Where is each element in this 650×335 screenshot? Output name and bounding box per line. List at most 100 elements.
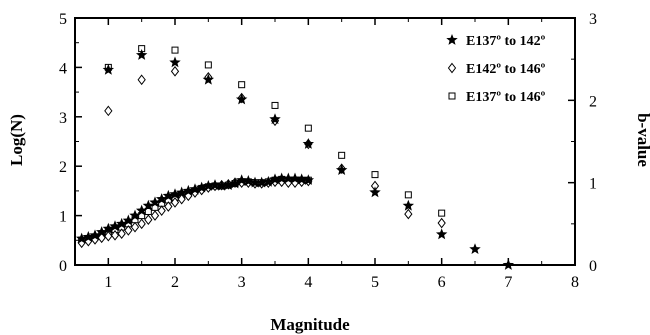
- data-point: [137, 218, 146, 230]
- data-point: [302, 174, 315, 186]
- data-point: [215, 179, 228, 191]
- x-tick-label: 7: [504, 274, 512, 291]
- y-tick-label: 1: [59, 209, 67, 226]
- data-point: [164, 201, 173, 212]
- legend-label: E142º to 146º: [466, 62, 546, 77]
- data-point: [137, 74, 146, 86]
- data-point: [162, 189, 175, 201]
- y-axis-title: Log(N): [7, 114, 26, 166]
- legend-marker: [446, 34, 458, 45]
- series-star-left: [102, 49, 515, 270]
- data-point: [502, 259, 515, 270]
- data-point: [130, 221, 140, 233]
- legend-marker: [447, 62, 457, 74]
- data-point: [177, 193, 186, 205]
- data-point: [204, 61, 212, 69]
- data-point: [235, 93, 248, 105]
- x-tick-label: 3: [238, 274, 246, 291]
- data-point: [269, 113, 281, 125]
- data-point: [335, 164, 348, 176]
- data-point: [275, 172, 288, 184]
- data-point: [129, 209, 141, 221]
- data-point: [175, 186, 188, 198]
- data-point: [169, 188, 181, 200]
- data-point: [202, 73, 215, 85]
- data-point: [155, 193, 168, 204]
- y-tick-label: 4: [59, 60, 67, 77]
- data-point: [238, 81, 246, 89]
- legend-label: E137º to 146º: [466, 90, 546, 105]
- data-point: [109, 220, 121, 232]
- data-point: [122, 214, 135, 226]
- y2-tick-label: 0: [589, 258, 597, 275]
- data-point: [435, 228, 448, 240]
- data-point: [104, 230, 113, 242]
- data-point: [150, 210, 160, 221]
- data-point: [369, 186, 381, 198]
- data-point: [195, 181, 208, 193]
- y2-tick-label: 2: [589, 93, 597, 110]
- data-point: [110, 230, 120, 241]
- data-point: [182, 184, 195, 196]
- data-point: [75, 232, 88, 244]
- data-point: [289, 172, 301, 184]
- x-tick-label: 5: [371, 274, 379, 291]
- y-tick-label: 2: [59, 159, 67, 176]
- data-point: [104, 105, 113, 117]
- data-point: [229, 177, 241, 189]
- data-point: [338, 151, 346, 159]
- data-point: [222, 179, 235, 190]
- data-point: [282, 172, 295, 184]
- x-tick-label: 4: [304, 274, 312, 291]
- data-point: [89, 229, 101, 241]
- y-tick-label: 0: [59, 258, 67, 275]
- y2-tick-label: 1: [589, 176, 597, 193]
- data-point: [169, 56, 181, 68]
- data-point: [95, 226, 108, 237]
- x-tick-label: 6: [438, 274, 446, 291]
- data-point: [295, 173, 308, 185]
- data-point: [102, 63, 115, 75]
- data-point: [115, 217, 128, 229]
- data-point: [438, 209, 446, 217]
- data-point: [302, 137, 315, 149]
- plot-frame: [74, 17, 576, 266]
- data-point: [402, 199, 415, 211]
- y-tick-label: 3: [59, 110, 67, 127]
- data-point: [262, 175, 275, 187]
- data-point: [135, 49, 148, 60]
- data-point: [157, 205, 166, 216]
- data-point: [269, 173, 281, 185]
- x-axis-title: Magnitude: [270, 315, 350, 334]
- data-point: [142, 199, 155, 211]
- data-point: [404, 208, 413, 220]
- data-point: [271, 101, 279, 109]
- data-point: [304, 124, 312, 132]
- data-point: [189, 183, 201, 195]
- data-point: [117, 228, 126, 240]
- data-point: [209, 179, 221, 190]
- series-square-left: [104, 45, 446, 217]
- data-point: [170, 66, 180, 77]
- x-tick-label: 1: [104, 274, 112, 291]
- data-point: [124, 225, 133, 236]
- data-point: [469, 243, 481, 255]
- y2-tick-label: 3: [589, 11, 597, 28]
- series-star-right: [75, 172, 315, 244]
- data-point: [102, 222, 115, 234]
- y2-axis-title: b-value: [634, 113, 650, 167]
- data-point: [82, 231, 95, 242]
- x-tick-label: 8: [571, 274, 579, 291]
- data-point: [170, 197, 180, 208]
- x-tick-label: 2: [171, 274, 179, 291]
- data-point: [242, 175, 255, 186]
- data-point: [437, 217, 446, 229]
- data-point: [255, 176, 268, 188]
- legend-label: E137º to 142º: [466, 34, 546, 49]
- data-point: [149, 196, 161, 208]
- data-point: [371, 171, 379, 179]
- data-point: [249, 176, 261, 188]
- data-point: [202, 179, 215, 191]
